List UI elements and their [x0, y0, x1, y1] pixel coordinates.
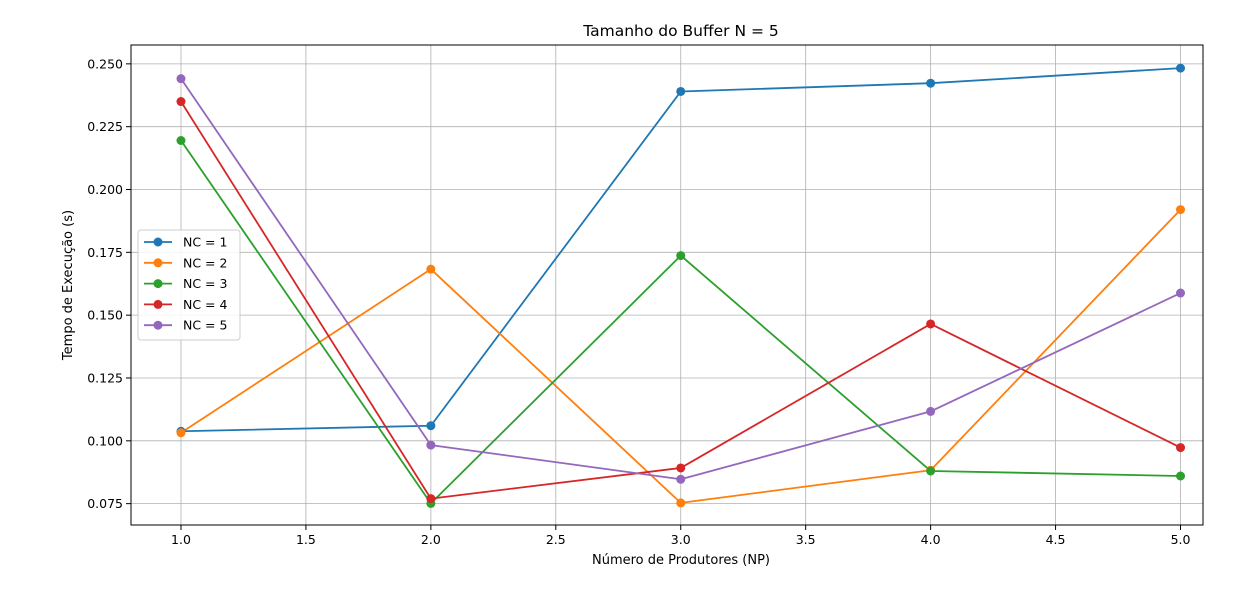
legend-swatch-marker — [153, 299, 163, 309]
y-axis-label: Tempo de Execução (s) — [61, 210, 76, 361]
data-point-nc-5 — [926, 406, 936, 416]
data-point-nc-2 — [676, 498, 686, 508]
data-point-nc-2 — [426, 264, 436, 274]
grid-lines — [131, 45, 1203, 525]
y-axis-ticks: 0.075 0.100 0.125 0.150 0.175 0.200 0.225 0.250 — [87, 56, 131, 511]
data-point-nc-4 — [676, 463, 686, 473]
legend-label: NC = 5 — [183, 318, 227, 333]
data-point-nc-4 — [176, 97, 186, 107]
legend-label: NC = 4 — [183, 297, 227, 312]
data-point-nc-1 — [426, 421, 436, 431]
data-point-nc-5 — [676, 474, 686, 484]
x-tick-label: 4.0 — [921, 532, 941, 547]
data-point-nc-1 — [1176, 63, 1186, 73]
x-tick-label: 5.0 — [1171, 532, 1191, 547]
plot-frame — [130, 44, 1204, 526]
y-tick-label: 0.250 — [87, 56, 123, 71]
data-point-nc-4 — [426, 494, 436, 504]
data-point-nc-4 — [926, 319, 936, 329]
x-tick-label: 3.0 — [671, 532, 691, 547]
legend-swatch-marker — [153, 258, 163, 268]
data-point-nc-5 — [1176, 288, 1186, 298]
series-markers — [176, 63, 1186, 508]
x-tick-label: 1.5 — [296, 532, 316, 547]
legend-swatch-marker — [153, 320, 163, 330]
y-tick-label: 0.150 — [87, 308, 123, 323]
data-point-nc-5 — [176, 74, 186, 84]
y-tick-label: 0.100 — [87, 433, 123, 448]
data-point-nc-3 — [1176, 471, 1186, 481]
x-axis-ticks: 1.0 1.5 2.0 2.5 3.0 3.5 4.0 4.5 5.0 — [171, 525, 1190, 547]
chart-title: Tamanho do Buffer N = 5 — [582, 22, 779, 40]
data-point-nc-3 — [926, 466, 936, 476]
x-tick-label: 2.0 — [421, 532, 441, 547]
legend-label: NC = 3 — [183, 276, 227, 291]
legend-swatch-marker — [153, 279, 163, 289]
data-point-nc-3 — [676, 251, 686, 261]
x-tick-label: 3.5 — [796, 532, 816, 547]
data-point-nc-2 — [1176, 205, 1186, 215]
data-point-nc-1 — [676, 86, 686, 96]
legend-label: NC = 1 — [183, 235, 227, 250]
x-axis-label: Número de Produtores (NP) — [592, 553, 770, 568]
data-point-nc-1 — [926, 78, 936, 88]
data-point-nc-3 — [176, 135, 186, 145]
data-point-nc-2 — [176, 428, 186, 438]
x-tick-label: 1.0 — [171, 532, 191, 547]
y-tick-label: 0.200 — [87, 182, 123, 197]
y-tick-label: 0.225 — [87, 119, 123, 134]
legend-box — [137, 229, 241, 341]
legend-label: NC = 2 — [183, 255, 227, 270]
y-tick-label: 0.175 — [87, 245, 123, 260]
legend: NC = 1 NC = 2 NC = 3 NC = 4 NC = 5 — [137, 229, 241, 341]
y-tick-label: 0.125 — [87, 370, 123, 385]
data-point-nc-5 — [426, 440, 436, 450]
x-tick-label: 2.5 — [546, 532, 566, 547]
y-tick-label: 0.075 — [87, 496, 123, 511]
x-tick-label: 4.5 — [1046, 532, 1066, 547]
data-point-nc-4 — [1176, 443, 1186, 453]
legend-swatch-marker — [153, 237, 163, 247]
